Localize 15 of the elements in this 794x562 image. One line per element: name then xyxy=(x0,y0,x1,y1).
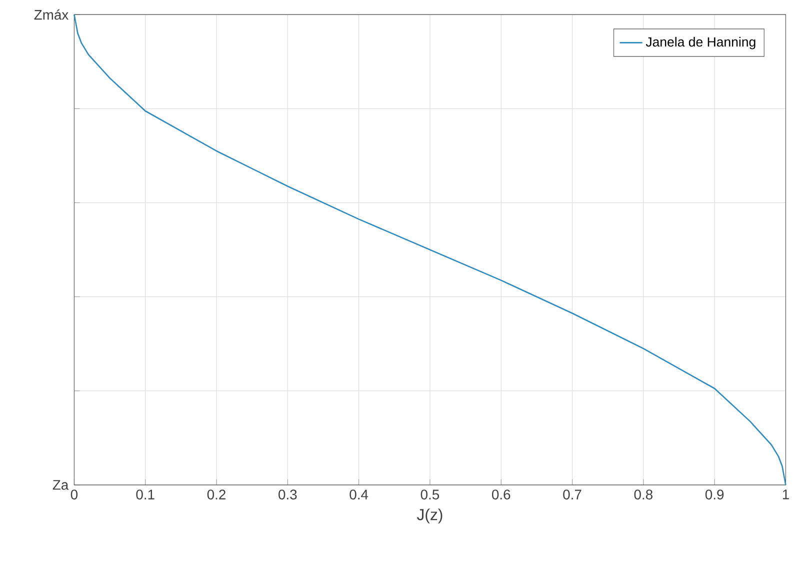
x-tick-label: 0.9 xyxy=(705,489,724,500)
x-tick-label: 0.3 xyxy=(278,489,297,500)
text: Za xyxy=(52,480,69,490)
x-tick-label: 0.7 xyxy=(563,489,582,500)
legend-label: Janela de Hanning xyxy=(646,36,756,50)
x-tick-label: 0.4 xyxy=(350,489,368,500)
x-tick-label: 0.2 xyxy=(207,489,226,500)
x-axis-title: J(z) xyxy=(416,508,442,524)
x-tick-label: 0.5 xyxy=(420,489,440,500)
x-tick-label: 0.8 xyxy=(634,489,652,500)
x-tick-label: 1 xyxy=(782,489,789,499)
x-tick-label: 0.6 xyxy=(492,489,510,500)
x-tick-label: 0.1 xyxy=(136,489,154,500)
text: Zmáx xyxy=(34,9,68,20)
x-tick-label: 0 xyxy=(70,489,78,500)
